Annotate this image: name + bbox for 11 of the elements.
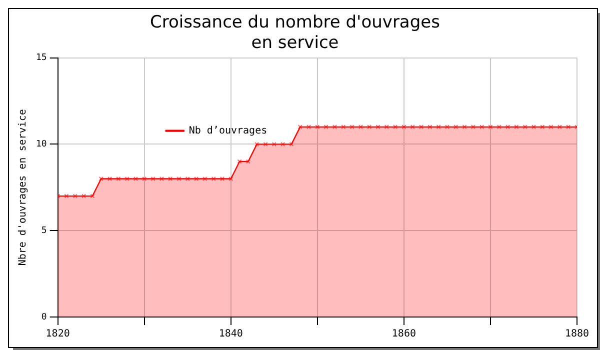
x-tick-label: 1820 <box>46 328 70 340</box>
x-tick-label: 1860 <box>392 328 416 340</box>
x-tick-label: 1880 <box>564 328 590 340</box>
chart-title: Croissance du nombre d'ouvrages en service <box>150 12 440 54</box>
y-axis-title: Nbre d'ouvrages en service <box>18 109 29 266</box>
legend-label: Nb d’ouvrages <box>188 125 268 136</box>
y-tick-label: 5 <box>41 226 47 236</box>
y-tick-label: 15 <box>36 53 47 64</box>
x-tick-label: 1840 <box>218 328 243 340</box>
y-tick-label: 10 <box>36 140 47 150</box>
y-tick-label: 0 <box>41 312 47 322</box>
